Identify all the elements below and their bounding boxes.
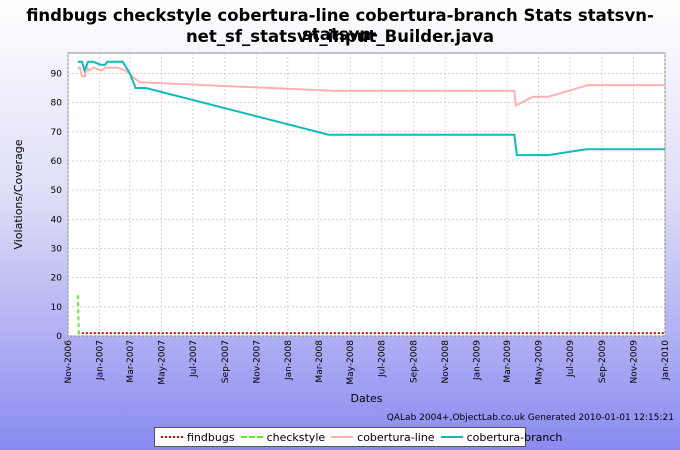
series-line-cobertura-line bbox=[77, 65, 665, 108]
x-tick-label: Jul-2009 bbox=[566, 340, 576, 378]
y-tick-label: 80 bbox=[51, 99, 63, 109]
generated-note: QALab 2004+,ObjectLab.co.uk Generated 20… bbox=[386, 413, 674, 423]
x-tick-label: May-2007 bbox=[157, 340, 167, 385]
chart-title-line-2: net_sf_statsvn_input_Builder.java bbox=[185, 27, 495, 46]
x-tick-label: Jul-2007 bbox=[189, 340, 199, 378]
legend-label: cobertura-line bbox=[357, 430, 435, 444]
y-tick-label: 30 bbox=[51, 244, 63, 254]
legend: findbugs checkstyle cobertura-line cobertur… bbox=[154, 427, 562, 447]
x-tick-label: Nov-2007 bbox=[252, 340, 262, 383]
legend-swatch bbox=[161, 436, 183, 438]
x-tick-label: Mar-2007 bbox=[126, 340, 136, 383]
y-tick-label: 70 bbox=[51, 128, 63, 138]
legend-label: cobertura-branch bbox=[466, 430, 563, 444]
x-tick-label: May-2009 bbox=[535, 340, 545, 385]
y-tick-label: 0 bbox=[56, 332, 62, 342]
x-tick-label: Nov-2009 bbox=[630, 340, 640, 384]
y-tick-label: 10 bbox=[51, 303, 63, 313]
legend-item-cobertura-line: cobertura-line bbox=[331, 430, 435, 444]
grid-lines bbox=[67, 53, 666, 337]
legend-swatch bbox=[440, 436, 463, 438]
x-tick-label: Jan-2010 bbox=[661, 340, 671, 381]
x-tick-label: Mar-2009 bbox=[503, 340, 513, 383]
y-tick-labels: 0 10 20 30 40 50 60 70 80 90 bbox=[51, 69, 63, 342]
y-tick-label: 50 bbox=[51, 186, 63, 196]
y-tick-label: 90 bbox=[51, 69, 63, 79]
legend-item-cobertura-branch: cobertura-branch bbox=[440, 430, 563, 444]
x-axis-label: Dates bbox=[350, 392, 382, 405]
x-tick-label: Jul-2008 bbox=[378, 340, 388, 378]
x-tick-label: Sep-2008 bbox=[410, 340, 420, 383]
series-line-cobertura-branch bbox=[77, 60, 665, 157]
chart-title-line-1: findbugs checkstyle cobertura-line cober… bbox=[26, 6, 654, 44]
x-tick-labels: Nov-2006 Jan-2007 Mar-2007 May-2007 Jul-2007… bbox=[64, 340, 671, 385]
x-tick-label: Jan-2007 bbox=[95, 340, 105, 381]
x-tick-label: Jan-2009 bbox=[473, 340, 483, 381]
y-tick-label: 20 bbox=[51, 274, 63, 284]
x-tick-label: Sep-2009 bbox=[598, 340, 608, 383]
x-tick-label: Nov-2006 bbox=[64, 340, 74, 384]
legend-item-findbugs: findbugs bbox=[161, 431, 235, 444]
y-axis-label: Violations/Coverage bbox=[12, 139, 25, 249]
legend-swatch bbox=[331, 436, 354, 438]
legend-label: checkstyle bbox=[266, 430, 326, 444]
y-tick-label: 40 bbox=[51, 215, 63, 225]
x-tick-label: Nov-2008 bbox=[441, 340, 451, 384]
x-tick-label: Sep-2007 bbox=[221, 340, 231, 383]
plot-area bbox=[67, 52, 666, 337]
x-tick-label: Jan-2008 bbox=[284, 340, 294, 381]
x-tick-label: May-2008 bbox=[346, 340, 356, 385]
legend-swatch bbox=[240, 436, 263, 438]
x-tick-label: Mar-2008 bbox=[315, 340, 325, 383]
legend-label: findbugs bbox=[187, 430, 235, 444]
legend-item-checkstyle: checkstyle bbox=[240, 430, 326, 444]
series-layer bbox=[76, 60, 665, 335]
y-tick-label: 60 bbox=[51, 157, 63, 167]
series-line-checkstyle bbox=[76, 295, 83, 335]
